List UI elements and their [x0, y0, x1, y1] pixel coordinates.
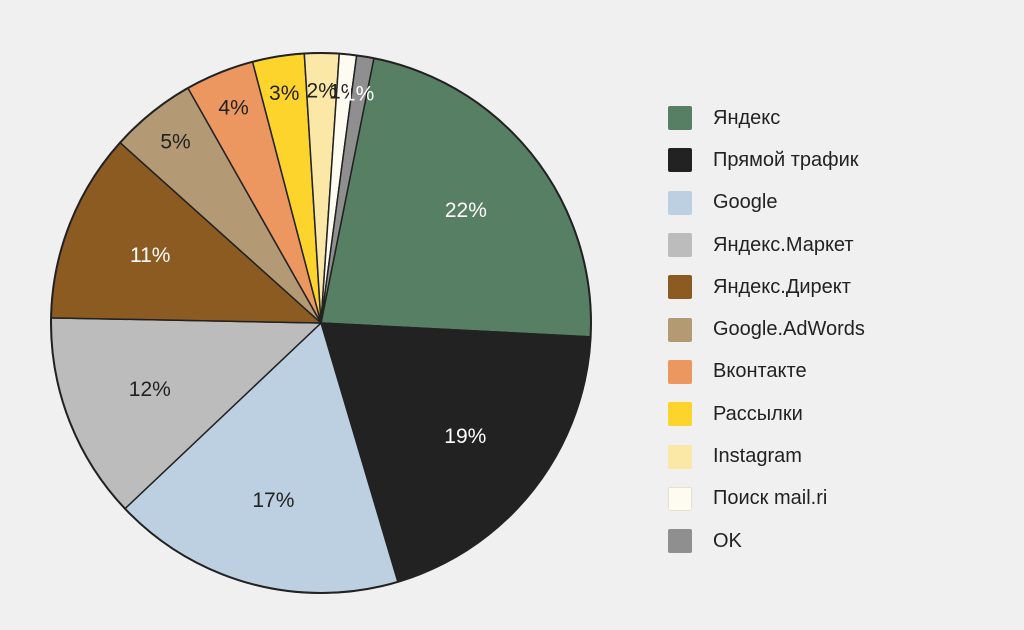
legend-label: Прямой трафик: [713, 148, 859, 171]
legend-swatch: [668, 444, 692, 469]
legend-item: Прямой трафик: [668, 139, 865, 181]
legend-label: Instagram: [713, 445, 802, 468]
pie-outline: [50, 52, 592, 594]
slice-label: 19%: [444, 425, 486, 448]
legend-item: Яндекс.Маркет: [668, 224, 865, 266]
legend-item: Google: [668, 182, 865, 224]
slice-label: 11%: [130, 244, 170, 267]
slice-label: 12%: [129, 378, 171, 401]
legend: Яндекс Прямой трафик Google Яндекс.Маркет Ян…: [668, 97, 865, 562]
slice-label: 1%: [344, 82, 374, 105]
legend-swatch: [668, 233, 692, 258]
slice-label: 5%: [160, 131, 190, 154]
slice-label: 22%: [445, 199, 487, 222]
legend-swatch: [668, 486, 692, 511]
legend-label: Рассылки: [713, 402, 803, 425]
legend-swatch: [668, 148, 692, 173]
legend-swatch: [668, 275, 692, 300]
legend-label: OK: [713, 529, 742, 552]
legend-item: Google.AdWords: [668, 308, 865, 350]
legend-swatch: [668, 359, 692, 384]
legend-label: Google: [713, 191, 778, 214]
pie-chart: 22%19%17%12%11%5%4%3% 2%1%1%: [50, 52, 592, 594]
legend-item: Instagram: [668, 435, 865, 477]
legend-label: Яндекс: [713, 106, 781, 129]
legend-swatch: [668, 529, 692, 554]
legend-swatch: [668, 106, 692, 131]
legend-item: Поиск mail.ri: [668, 478, 865, 520]
legend-label: Поиск mail.ri: [713, 487, 828, 510]
slice-label: 17%: [252, 489, 294, 512]
legend-item: OK: [668, 520, 865, 562]
legend-item: Яндекс.Директ: [668, 266, 865, 308]
legend-swatch: [668, 402, 692, 427]
slice-label: 2%: [307, 79, 337, 102]
legend-item: Вконтакте: [668, 351, 865, 393]
legend-item: Рассылки: [668, 393, 865, 435]
slice-label: 4%: [218, 96, 248, 119]
legend-item: Яндекс: [668, 97, 865, 139]
legend-swatch: [668, 317, 692, 342]
slice-label: 3%: [269, 82, 299, 105]
legend-label: Вконтакте: [713, 360, 807, 383]
legend-label: Яндекс.Маркет: [713, 233, 854, 256]
legend-swatch: [668, 190, 692, 215]
legend-label: Google.AdWords: [713, 318, 865, 341]
legend-label: Яндекс.Директ: [713, 275, 851, 298]
